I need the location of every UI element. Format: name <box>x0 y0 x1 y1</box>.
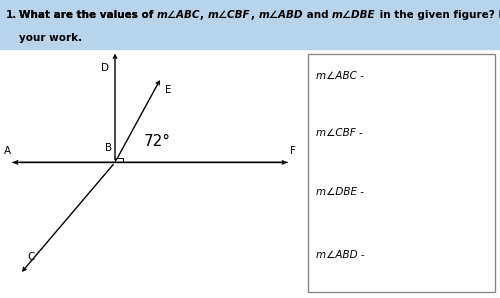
Text: What are the values of: What are the values of <box>19 10 157 21</box>
Bar <box>115 158 123 162</box>
Text: m∠ABC -: m∠ABC - <box>316 71 364 81</box>
Text: 72°: 72° <box>144 134 171 149</box>
Text: your work.: your work. <box>19 33 82 43</box>
Text: m∠CBF: m∠CBF <box>208 10 251 21</box>
Text: A: A <box>4 146 11 156</box>
Text: m∠ABC: m∠ABC <box>157 10 200 21</box>
Text: What are the values of: What are the values of <box>19 10 157 21</box>
Text: ,: , <box>200 10 208 21</box>
Text: 1.: 1. <box>6 10 17 21</box>
Text: m∠DBE -: m∠DBE - <box>316 187 364 197</box>
Text: m∠DBE: m∠DBE <box>332 10 376 21</box>
Text: D: D <box>101 63 109 73</box>
Text: and: and <box>303 10 332 21</box>
Text: m∠ABD: m∠ABD <box>258 10 303 21</box>
Text: in the given figure? Explain or show: in the given figure? Explain or show <box>376 10 500 21</box>
Text: E: E <box>166 85 172 95</box>
Text: m∠ABD -: m∠ABD - <box>316 250 365 260</box>
Bar <box>0 0 500 49</box>
Text: B: B <box>106 143 112 153</box>
Bar <box>308 54 495 292</box>
Text: ,: , <box>251 10 258 21</box>
Text: C: C <box>28 252 35 262</box>
Text: F: F <box>290 146 296 156</box>
Text: m∠CBF -: m∠CBF - <box>316 128 363 138</box>
